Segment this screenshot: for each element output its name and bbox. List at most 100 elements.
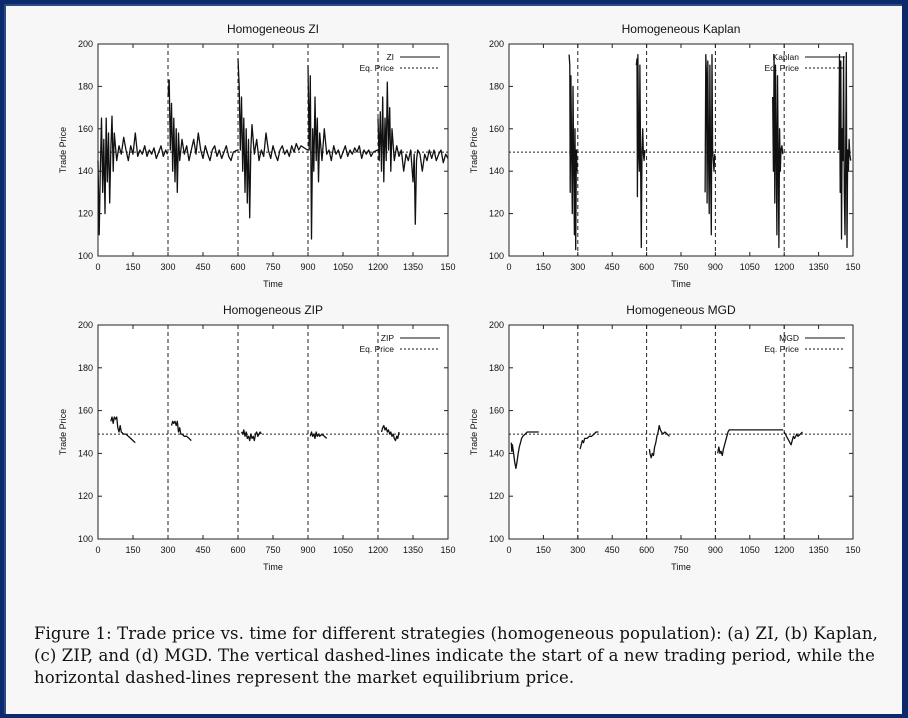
x-tick-label: 600: [230, 262, 245, 272]
x-tick-label: 450: [195, 262, 210, 272]
x-axis-label: Time: [263, 279, 283, 289]
y-tick-label: 160: [78, 406, 93, 416]
chart-title: Homogeneous Kaplan: [622, 22, 741, 36]
x-tick-label: 0: [95, 262, 100, 272]
x-tick-label: 300: [160, 545, 175, 555]
chart-title: Homogeneous MGD: [626, 303, 736, 317]
plot-frame: [97, 43, 449, 257]
x-tick-label: 0: [506, 262, 511, 272]
x-tick-label: 750: [265, 545, 280, 555]
y-tick-label: 180: [489, 81, 504, 91]
x-tick-label: 900: [708, 545, 723, 555]
y-tick-label: 160: [78, 124, 93, 134]
chart-kaplan: Homogeneous Kaplan 0 150 300 450 600 750 900 105…: [469, 22, 861, 289]
y-tick-label: 100: [78, 534, 93, 544]
series-line-zip: [110, 416, 136, 444]
y-tick-label: 140: [489, 448, 504, 458]
y-tick-label: 120: [489, 491, 504, 501]
y-tick-label: 200: [78, 320, 93, 330]
y-axis-label: Trade Price: [58, 127, 68, 173]
x-tick-label: 900: [708, 262, 723, 272]
series-line-mgd: [579, 431, 599, 450]
legend-label: Eq. Price: [765, 63, 800, 73]
plot-frame: [97, 324, 449, 540]
x-tick-label: 750: [673, 262, 688, 272]
x-tick-label: 450: [195, 545, 210, 555]
x-tick-label: 300: [570, 262, 585, 272]
series-line-mgd: [648, 424, 670, 459]
x-tick-label: 1200: [774, 262, 794, 272]
x-tick-label: 150: [536, 545, 551, 555]
x-tick-label: 600: [639, 262, 654, 272]
x-tick-label: 750: [265, 262, 280, 272]
series-line-zip: [240, 429, 262, 442]
x-tick-label: 150: [440, 262, 455, 272]
figure-frame: Homogeneous ZI 0 150 300 450 600 750 900 1050 120…: [4, 4, 902, 714]
series-line-mgd: [717, 429, 784, 457]
series-line-kaplan: [568, 54, 578, 251]
series-line-zip: [309, 431, 328, 440]
legend-label: Eq. Price: [765, 344, 800, 354]
x-tick-label: 1350: [403, 545, 423, 555]
chart-mgd: Homogeneous MGD 0 150 300 450 600 750 900 1050 12…: [469, 303, 861, 572]
y-tick-label: 120: [78, 209, 93, 219]
x-tick-label: 900: [300, 545, 315, 555]
y-tick-label: 100: [489, 251, 504, 261]
x-tick-label: 600: [639, 545, 654, 555]
x-axis-label: Time: [263, 562, 283, 572]
y-axis-label: Trade Price: [469, 127, 479, 173]
legend-label: ZIP: [381, 333, 395, 343]
x-tick-label: 0: [95, 545, 100, 555]
y-tick-label: 200: [78, 39, 93, 49]
chart-zip: Homogeneous ZIP 0 150 300 450 600 750 900 1050 12…: [58, 303, 456, 572]
x-tick-label: 1050: [740, 545, 760, 555]
chart-title: Homogeneous ZIP: [223, 303, 323, 317]
series-line-mgd: [783, 431, 803, 446]
legend-label: Eq. Price: [360, 344, 395, 354]
x-tick-label: 450: [605, 262, 620, 272]
y-axis-label: Trade Price: [469, 409, 479, 455]
y-tick-label: 180: [78, 363, 93, 373]
x-tick-label: 900: [300, 262, 315, 272]
y-tick-label: 140: [78, 448, 93, 458]
y-tick-label: 140: [78, 166, 93, 176]
x-tick-label: 1050: [333, 545, 353, 555]
plot-frame: [508, 43, 854, 257]
x-tick-label: 150: [536, 262, 551, 272]
x-axis-label: Time: [671, 562, 691, 572]
series-line-zi: [307, 65, 378, 240]
x-tick-label: 150: [125, 545, 140, 555]
series-line-zip: [170, 420, 192, 442]
x-axis-label: Time: [671, 279, 691, 289]
x-tick-label: 600: [230, 545, 245, 555]
series-line-zip: [380, 424, 400, 442]
y-tick-label: 100: [78, 251, 93, 261]
x-tick-label: 1200: [368, 545, 388, 555]
y-tick-label: 200: [489, 320, 504, 330]
legend-label: Kaplan: [773, 52, 800, 62]
y-tick-label: 180: [78, 81, 93, 91]
figure-caption: Figure 1: Trade price vs. time for diffe…: [34, 624, 878, 687]
x-tick-label: 1050: [333, 262, 353, 272]
y-tick-label: 100: [489, 534, 504, 544]
x-tick-label: 300: [160, 262, 175, 272]
y-tick-label: 140: [489, 166, 504, 176]
series-line-zi: [237, 58, 308, 219]
series-line-zi: [167, 79, 238, 194]
series-line-zi: [377, 81, 449, 225]
y-axis-label: Trade Price: [58, 409, 68, 455]
y-tick-label: 160: [489, 124, 504, 134]
x-tick-label: 1350: [403, 262, 423, 272]
chart-zi: Homogeneous ZI 0 150 300 450 600 750 900 1050 120…: [58, 22, 456, 289]
series-line-kaplan: [635, 53, 646, 249]
y-tick-label: 180: [489, 363, 504, 373]
charts-area: Homogeneous ZI 0 150 300 450 600 750 900 1050 120…: [58, 22, 861, 572]
x-tick-label: 1350: [809, 545, 829, 555]
x-tick-label: 150: [125, 262, 140, 272]
legend-label: MGD: [779, 333, 799, 343]
chart-title: Homogeneous ZI: [227, 22, 319, 36]
legend-label: ZI: [386, 52, 394, 62]
x-tick-label: 750: [673, 545, 688, 555]
series-line-zi: [97, 115, 169, 236]
x-tick-label: 1200: [774, 545, 794, 555]
